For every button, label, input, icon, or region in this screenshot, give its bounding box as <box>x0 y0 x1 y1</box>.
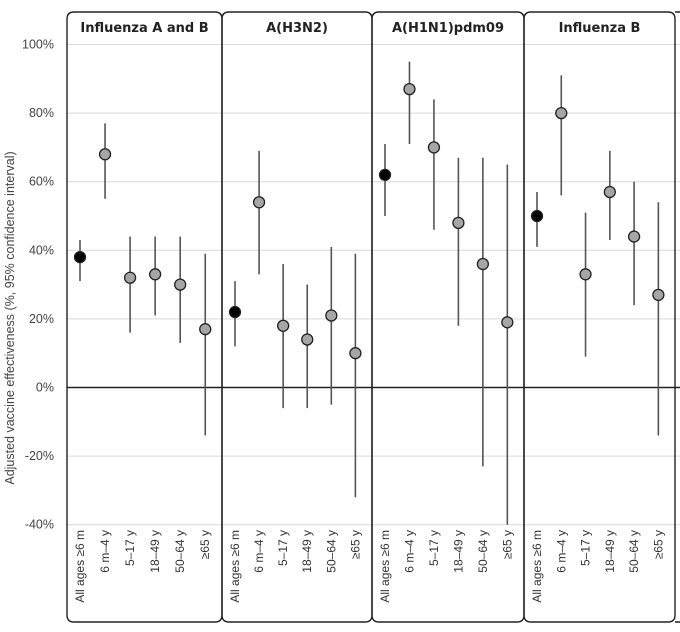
category-label: 18–49 y <box>451 530 465 573</box>
point-age-group <box>148 268 162 281</box>
y-tick-label: 80% <box>29 106 54 120</box>
y-tick-label: 0% <box>36 381 54 395</box>
y-tick-label: 20% <box>29 312 54 326</box>
point-age-group <box>174 278 187 291</box>
point-age-group <box>603 185 616 199</box>
category-label: 50–64 y <box>627 530 641 573</box>
panel-3: Influenza B All ages ≥6 m 6 m–4 y 5–17 y 18–… <box>523 11 676 623</box>
category-label: 18–49 y <box>148 530 162 573</box>
panel-border-partial <box>675 11 680 623</box>
y-tick-label: 100% <box>22 38 54 52</box>
point-age-group <box>555 106 568 120</box>
category-label: 18–49 y <box>603 530 617 573</box>
point-all-ages <box>530 209 544 223</box>
category-label: 18–49 y <box>300 530 314 573</box>
category-label: 6 m–4 y <box>402 530 416 573</box>
panel-title: A(H3N2) <box>266 21 328 36</box>
panel-title: Influenza B <box>559 21 641 36</box>
point-age-group <box>452 216 465 230</box>
point-age-group <box>252 196 266 209</box>
category-label: ≥65 y <box>348 530 362 559</box>
category-label: 50–64 y <box>324 530 338 573</box>
point-age-group <box>199 323 212 336</box>
point-all-ages <box>378 168 392 181</box>
category-label: All ages ≥6 m <box>228 530 242 603</box>
point-age-group <box>403 82 416 96</box>
point-age-group <box>123 271 137 284</box>
category-label: ≥65 y <box>651 530 665 559</box>
point-age-group <box>427 141 441 154</box>
category-label: 5–17 y <box>427 530 441 566</box>
point-age-group <box>627 230 641 243</box>
category-label: 6 m–4 y <box>98 530 112 573</box>
point-age-group <box>277 319 290 332</box>
panel-title: A(H1N1)pdm09 <box>392 21 504 36</box>
category-label: All ages ≥6 m <box>378 530 392 603</box>
y-tick-label: 60% <box>29 175 54 189</box>
point-age-group <box>349 347 362 360</box>
y-axis-label: Adjusted vaccine effectiveness (%, 95% c… <box>3 151 17 484</box>
point-age-group <box>325 309 338 322</box>
panel-0: Influenza A and B All ages ≥6 m 6 m–4 y 5–1… <box>66 11 223 623</box>
panel-2: A(H1N1)pdm09 All ages ≥6 m 6 m–4 y 5–17 y 18… <box>371 11 525 623</box>
point-all-ages <box>73 251 87 264</box>
category-label: All ages ≥6 m <box>530 530 544 603</box>
category-label: ≥65 y <box>500 530 514 559</box>
y-tick-label: -20% <box>25 449 54 463</box>
point-age-group <box>652 288 665 302</box>
panel-1: A(H3N2) All ages ≥6 m 6 m–4 y 5–17 y 18–49 y… <box>221 11 373 623</box>
category-label: 50–64 y <box>476 530 490 573</box>
category-label: 6 m–4 y <box>554 530 568 573</box>
category-label: All ages ≥6 m <box>73 530 87 603</box>
panel-title: Influenza A and B <box>80 21 208 36</box>
point-age-group <box>301 333 314 346</box>
point-all-ages <box>228 305 242 319</box>
category-label: 50–64 y <box>173 530 187 573</box>
y-tick-label: 40% <box>29 243 54 257</box>
category-label: 6 m–4 y <box>252 530 266 573</box>
category-label: 5–17 y <box>579 530 593 566</box>
point-age-group <box>501 316 514 329</box>
category-label: 5–17 y <box>123 530 137 566</box>
category-label: 5–17 y <box>276 530 290 566</box>
y-tick-label: -40% <box>25 518 54 532</box>
category-label: ≥65 y <box>198 530 212 559</box>
point-age-group <box>579 268 592 281</box>
point-age-group <box>98 148 112 161</box>
panel-border <box>523 11 676 623</box>
point-age-group <box>476 257 490 271</box>
